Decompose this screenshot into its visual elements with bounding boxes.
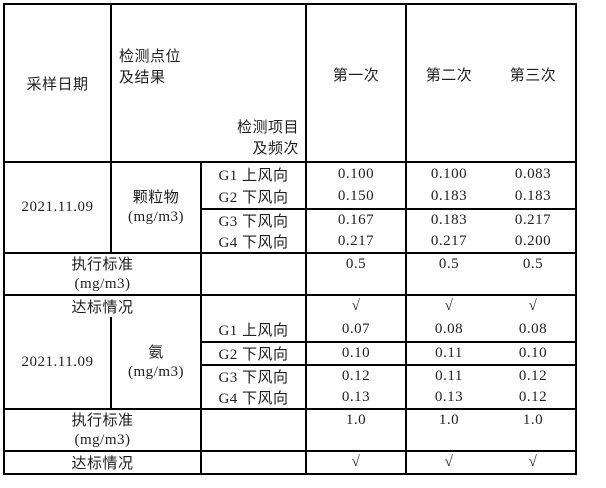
compliance-row: 达标情况 √ √ √: [3, 450, 577, 475]
run2-header: 第二次: [425, 67, 473, 84]
checkmark-cell: √: [444, 454, 454, 470]
empty-cell: [200, 252, 307, 296]
value-pair-cell: 0.100 0.083: [405, 161, 577, 185]
point-cell: G4 下风向: [200, 230, 307, 254]
value-cell: 0.11: [435, 345, 463, 361]
empty-cell: [200, 294, 307, 317]
checkmark-cell: √: [528, 298, 538, 314]
compliance-label-cell: 达标情况: [3, 450, 202, 475]
table-row: G4 下风向 0.13 0.13 0.12: [4, 386, 577, 410]
table-row: G3 下风向 0.12 0.11 0.12: [4, 364, 577, 387]
value-pair-cell: 0.183 0.183: [405, 184, 577, 210]
empty-cell: [200, 450, 307, 475]
run1-header: 第一次: [305, 3, 407, 163]
standard-value-cell: 0.5: [305, 252, 407, 296]
value-cell: 0.11: [435, 368, 463, 384]
value-cell: 0.10: [518, 345, 548, 361]
section1-item-cell: 颗粒物 (mg/m3): [110, 161, 202, 254]
table-row: G2 下风向 0.10 0.11 0.10: [4, 341, 577, 366]
section1-date-cell: 2021.11.09: [3, 161, 112, 254]
value-pair-cell: 0.11 0.10: [405, 341, 577, 366]
empty-cell: [200, 408, 307, 452]
header-row: 采样日期 检测点位 及结果 检测项目 及频次 第一次 第二次 第三次: [3, 3, 577, 163]
value-cell: 0.200: [514, 233, 552, 249]
value-pair-cell: 0.11 0.12: [405, 364, 577, 387]
value-cell: 0.183: [514, 188, 552, 204]
value-cell: 0.12: [518, 389, 548, 405]
checkmark-pair-cell: √ √: [405, 294, 577, 317]
item-frequency-label: 检测项目 及频次: [236, 120, 299, 157]
standard-row: 执行标准 (mg/m3) 1.0 1.0 1.0: [3, 408, 577, 452]
value-cell: 0.150: [305, 184, 407, 210]
checkmark-cell: √: [528, 454, 538, 470]
run23-header-cell: 第二次 第三次: [405, 3, 577, 163]
point-cell: G1 上风向: [200, 316, 307, 343]
checkmark-cell: √: [305, 450, 407, 475]
sampling-date-header: 采样日期: [3, 3, 112, 163]
standard-value-cell: 1.0: [305, 408, 407, 452]
standard-value-cell: 1.0: [438, 412, 460, 428]
value-pair-cell: 0.13 0.12: [405, 386, 577, 410]
standard-value-pair-cell: 1.0 1.0: [405, 408, 577, 452]
point-cell: G1 上风向: [200, 161, 307, 185]
table-row: G2 下风向 0.150 0.183 0.183: [4, 184, 577, 210]
section2-date-cell: 2021.11.09: [3, 316, 112, 410]
standard-row: 执行标准 (mg/m3) 0.5 0.5 0.5: [3, 252, 577, 296]
point-cell: G3 下风向: [200, 208, 307, 231]
monitoring-results-table: 采样日期 检测点位 及结果 检测项目 及频次 第一次 第二次 第三次 2021.…: [3, 3, 577, 475]
value-cell: 0.100: [305, 161, 407, 185]
value-cell: 0.12: [518, 368, 548, 384]
value-pair-cell: 0.08 0.08: [405, 316, 577, 343]
value-cell: 0.183: [430, 212, 468, 228]
monitoring-table-wrapper: 采样日期 检测点位 及结果 检测项目 及频次 第一次 第二次 第三次 2021.…: [3, 3, 577, 475]
standard-value-pair-cell: 0.5 0.5: [405, 252, 577, 296]
value-cell: 0.217: [305, 230, 407, 254]
table-row: G3 下风向 0.167 0.183 0.217: [4, 208, 577, 231]
value-cell: 0.083: [514, 165, 552, 182]
corner-header-cell: 检测点位 及结果 检测项目 及频次: [110, 3, 307, 163]
point-cell: G2 下风向: [200, 341, 307, 366]
value-cell: 0.217: [430, 233, 468, 249]
value-cell: 0.07: [305, 316, 407, 343]
table-row: G4 下风向 0.217 0.217 0.200: [4, 230, 577, 254]
checkmark-cell: √: [444, 298, 454, 314]
value-cell: 0.217: [514, 212, 552, 228]
value-cell: 0.183: [430, 188, 468, 204]
compliance-label-cell: 达标情况: [3, 294, 202, 317]
section2-item-cell: 氨 (mg/m3): [110, 316, 202, 410]
checkmark-pair-cell: √ √: [405, 450, 577, 475]
standard-value-cell: 1.0: [522, 412, 544, 428]
value-cell: 0.10: [305, 341, 407, 366]
compliance-row: 达标情况 √ √ √: [3, 294, 577, 317]
value-cell: 0.12: [305, 364, 407, 387]
point-cell: G4 下风向: [200, 386, 307, 410]
point-cell: G2 下风向: [200, 184, 307, 210]
value-pair-cell: 0.217 0.200: [405, 230, 577, 254]
value-cell: 0.13: [305, 386, 407, 410]
value-cell: 0.13: [434, 389, 464, 405]
value-pair-cell: 0.183 0.217: [405, 208, 577, 231]
value-cell: 0.167: [305, 208, 407, 231]
standard-label-cell: 执行标准 (mg/m3): [3, 408, 202, 452]
value-cell: 0.08: [518, 320, 548, 337]
point-cell: G3 下风向: [200, 364, 307, 387]
run3-header: 第三次: [509, 67, 557, 84]
standard-label-cell: 执行标准 (mg/m3): [3, 252, 202, 296]
standard-value-cell: 0.5: [438, 256, 460, 272]
table-row: 2021.11.09 氨 (mg/m3) G1 上风向 0.07 0.08 0.…: [3, 316, 577, 410]
point-result-label: 检测点位 及结果: [119, 49, 182, 86]
checkmark-cell: √: [305, 294, 407, 317]
value-cell: 0.08: [434, 320, 464, 337]
table-row: 2021.11.09 颗粒物 (mg/m3) G1 上风向 0.100 0.10…: [3, 161, 577, 254]
value-cell: 0.100: [430, 165, 468, 182]
standard-value-cell: 0.5: [522, 256, 544, 272]
